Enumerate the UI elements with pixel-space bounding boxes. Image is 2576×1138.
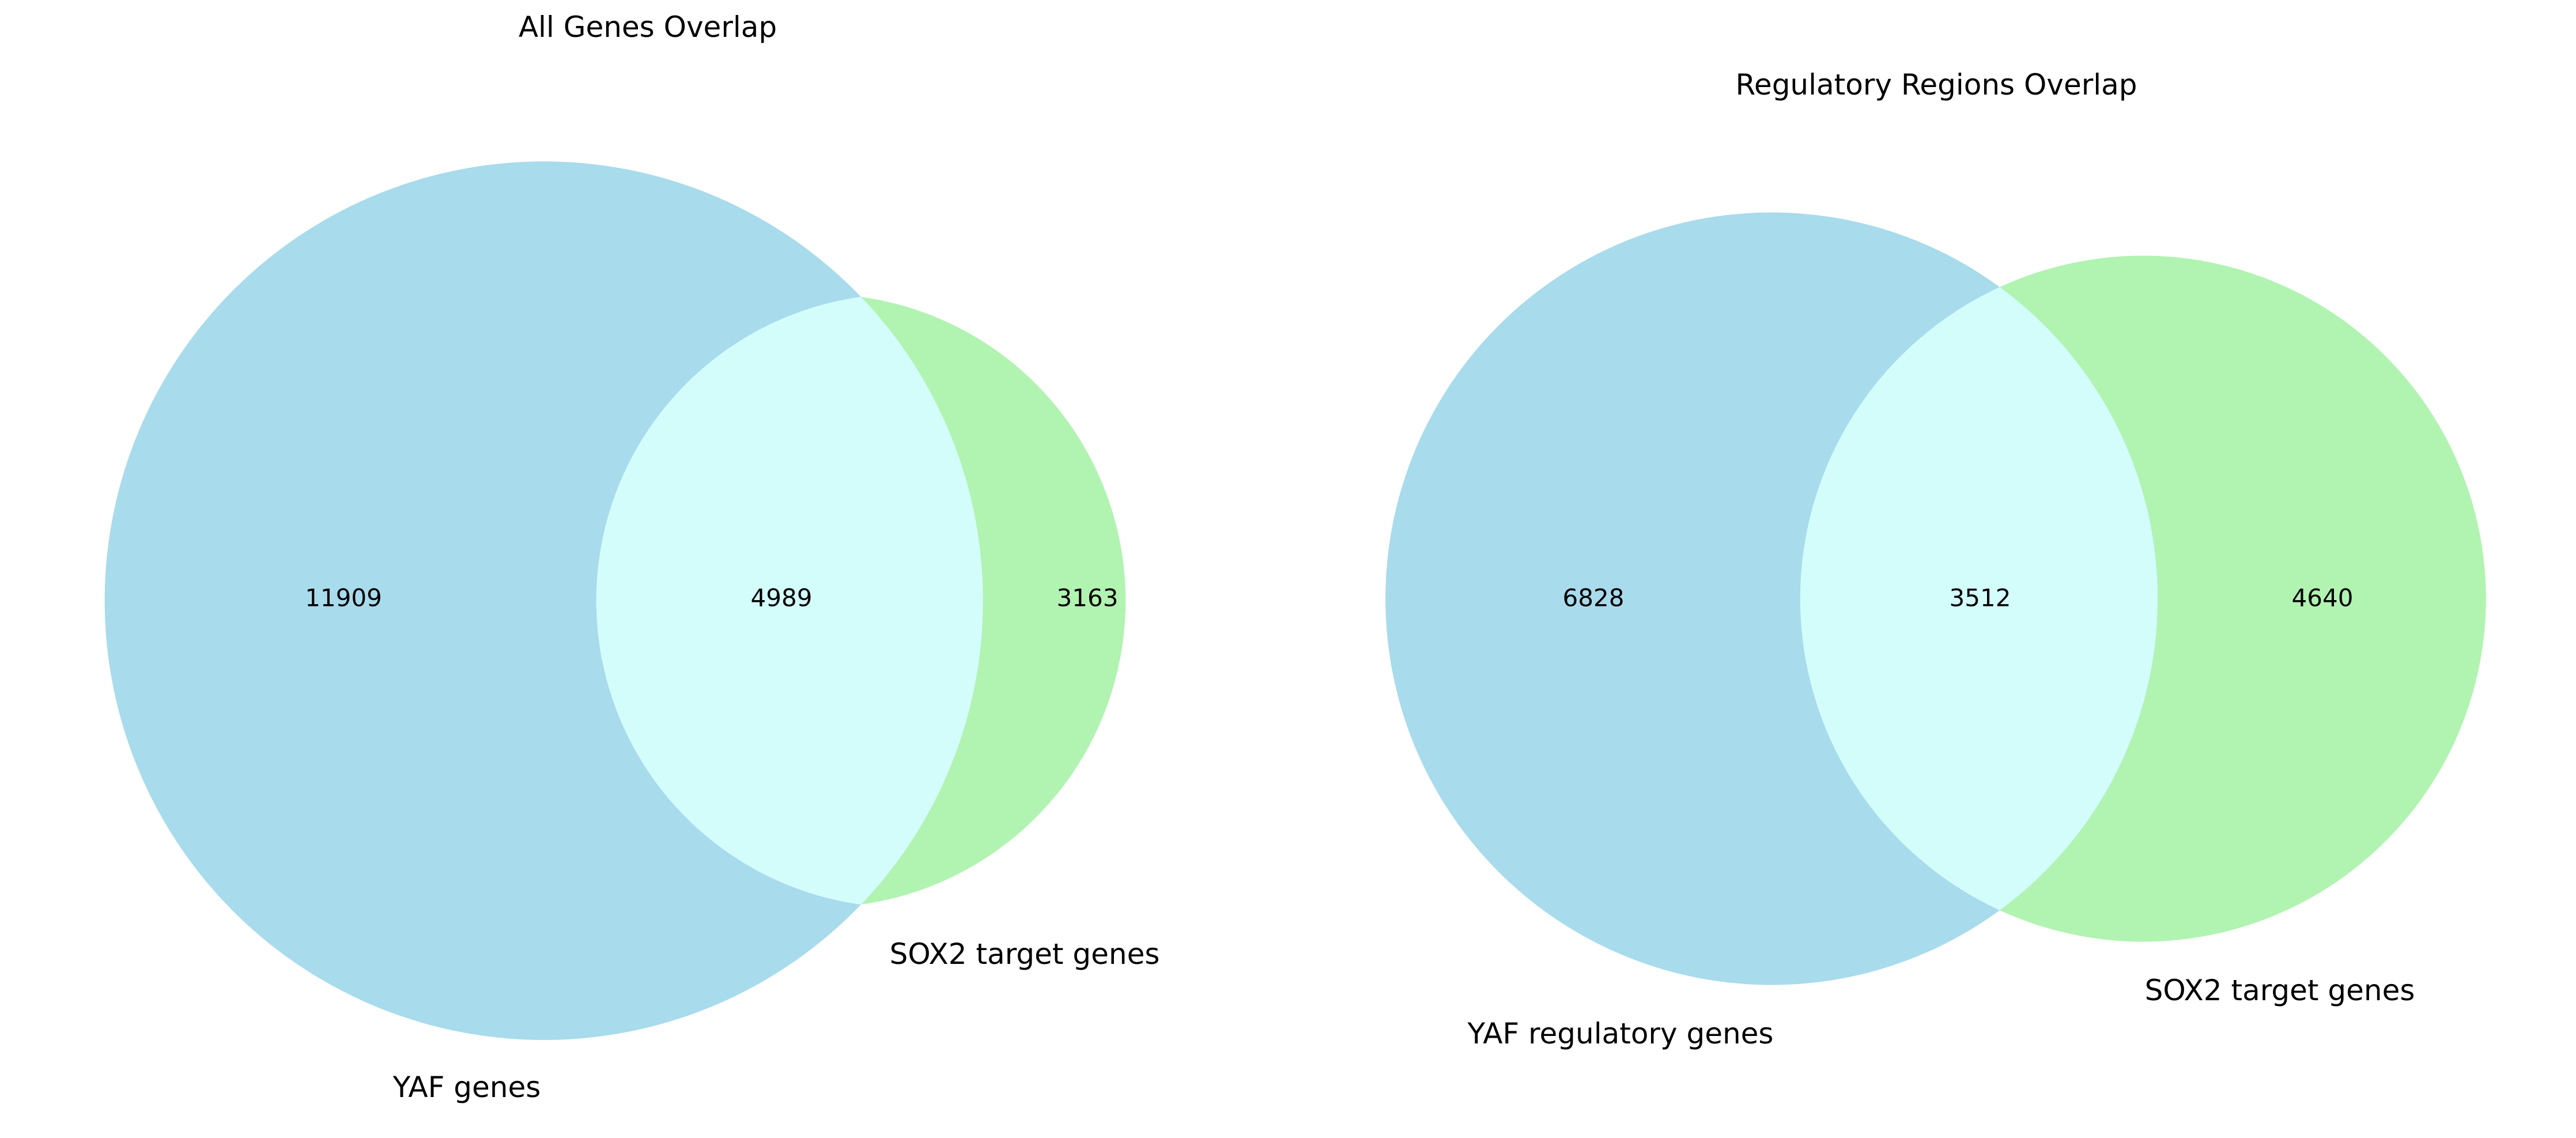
count-set-b-only: 4640 [2292, 584, 2354, 612]
count-set-b-only: 3163 [1057, 584, 1119, 612]
chart-title: All Genes Overlap [519, 10, 777, 44]
chart-title: Regulatory Regions Overlap [1735, 68, 2137, 101]
set-a-region [104, 161, 861, 1040]
venn-all-genes: All Genes Overlap 11909 4989 3163 YAF ge… [104, 10, 1160, 1104]
set-b-region [2000, 255, 2486, 942]
set-a-label: YAF regulatory genes [1467, 1017, 1774, 1050]
set-b-label: SOX2 target genes [2145, 974, 2415, 1007]
intersection-region [596, 297, 983, 905]
set-b-label: SOX2 target genes [890, 937, 1160, 971]
intersection-region [1800, 287, 2158, 910]
venn-regulatory-regions: Regulatory Regions Overlap 6828 3512 464… [1385, 68, 2486, 1050]
count-set-a-only: 11909 [305, 584, 382, 612]
set-b-region [861, 297, 1126, 905]
count-intersection: 4989 [751, 584, 813, 612]
count-intersection: 3512 [1950, 584, 2011, 612]
count-set-a-only: 6828 [1563, 584, 1625, 612]
set-a-label: YAF genes [392, 1071, 541, 1104]
